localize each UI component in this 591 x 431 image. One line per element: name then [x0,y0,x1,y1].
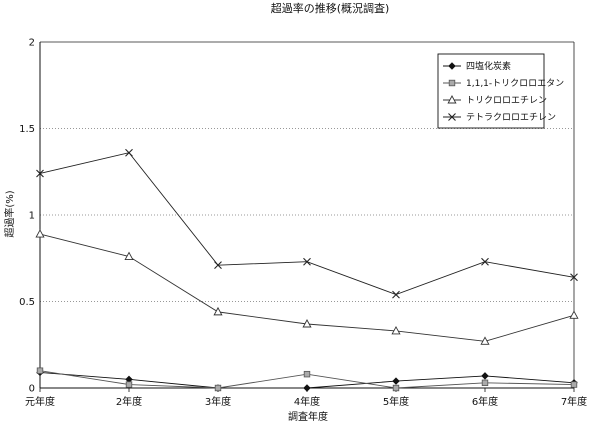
legend-item: 四塩化炭素 [443,60,511,72]
data-point [303,384,311,392]
x-tick-label: 5年度 [383,395,409,408]
x-tick-label: 2年度 [116,395,142,408]
x-marker-stroke [570,273,578,282]
data-point [481,257,489,266]
data-point [392,290,400,299]
data-point [36,367,44,374]
data-point [481,372,489,380]
x-tick-label: 4年度 [294,395,320,408]
x-axis-title: 調査年度 [288,410,328,423]
data-point [302,319,312,328]
chart-title: 超過率の推移(概況調査) [271,1,390,15]
x-marker-stroke [481,257,489,266]
data-point [392,377,400,385]
data-point [481,379,489,387]
data-point [303,370,311,378]
data-point [570,273,578,282]
x-marker-stroke [36,169,44,178]
data-point [392,384,400,392]
x-marker-stroke [214,261,222,270]
grid-lines [40,128,574,302]
y-tick-label: 1.5 [19,124,35,135]
series-2 [36,367,578,392]
y-tick-label: 0 [29,384,35,395]
y-tick-label: 0.5 [19,297,35,308]
data-point [570,381,578,388]
legend-label: トリクロロエチレン [466,95,547,106]
series-line [39,152,575,296]
y-tick-label: 2 [29,38,35,49]
data-point [35,229,45,238]
series-3 [35,229,579,345]
series-layer [35,148,579,392]
x-marker-stroke [303,257,311,266]
legend-item: 1,1,1-トリクロロエタン [443,78,564,89]
legend-marker [448,62,456,70]
data-point [214,384,222,392]
data-point [125,381,133,388]
x-marker-stroke [125,148,133,157]
data-point [569,310,579,319]
x-tick-label: 3年度 [205,395,231,408]
legend-item: トリクロロエチレン [443,95,547,106]
x-marker-stroke [392,290,400,299]
x-tick-label: 6年度 [472,395,498,408]
x-tick-label: 元年度 [25,395,55,408]
y-tick-label: 1 [29,211,35,222]
data-point [480,336,490,345]
data-point [124,251,134,260]
y-axis-title: 超過率(%) [3,190,16,237]
legend-label: 四塩化炭素 [466,60,511,72]
series-4 [36,148,578,299]
data-point [213,306,223,316]
data-point [214,261,222,270]
legend-marker [448,113,456,121]
legend-label: テトラクロロエチレン [466,112,556,123]
legend-marker [448,79,456,87]
data-point [125,148,133,157]
tick-labels: 0 0.5 1 1.5 2 元年度 2年度 3年度 4年度 5年度 6年度 7年度 [19,38,587,409]
legend-item: テトラクロロエチレン [443,112,556,123]
x-tick-label: 7年度 [561,395,587,408]
data-point [391,325,401,335]
data-point [303,257,311,266]
x-marker-stroke [448,113,456,121]
legend-label: 1,1,1-トリクロロエタン [466,78,564,89]
data-point [36,169,44,178]
legend-marker [447,95,457,104]
